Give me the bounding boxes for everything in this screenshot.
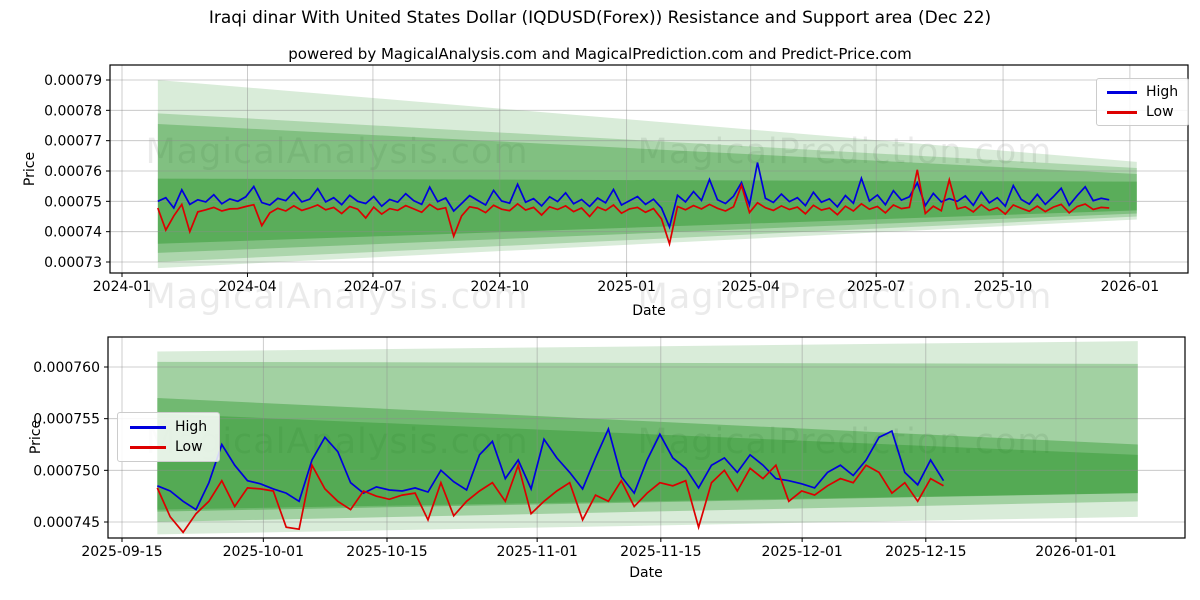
- bottom-chart-ylabel: Price: [28, 419, 44, 455]
- low-line: [157, 169, 1110, 248]
- x-tick-label: 2025-07: [847, 279, 906, 295]
- support-resistance-bands: [157, 80, 1137, 269]
- support-resistance-bands: [157, 341, 1138, 535]
- y-tick-label: 0.00075: [44, 194, 102, 210]
- legend-label-high: High: [175, 419, 208, 435]
- legend-label-low: Low: [1146, 104, 1174, 120]
- x-tick-label: 2024-07: [344, 279, 403, 295]
- x-tick-label: 2025-04: [721, 279, 780, 295]
- band-polygon: [157, 413, 1138, 510]
- legend-label-high: High: [1146, 84, 1179, 100]
- top-chart-xlabel: Date: [632, 303, 666, 319]
- low-line-swatch: [130, 445, 166, 449]
- legend-entry-high: High: [1107, 85, 1178, 99]
- legend-label-low: Low: [175, 439, 203, 455]
- tick-marks: [104, 366, 1077, 542]
- x-tick-label: 2025-10-01: [223, 544, 304, 560]
- high-line: [156, 426, 945, 511]
- x-tick-label: 2024-10: [471, 279, 530, 295]
- plot-border: [109, 64, 1189, 274]
- y-tick-label: 0.00074: [44, 225, 102, 241]
- watermark-prediction: MagicalPrediction.com: [637, 132, 1053, 172]
- figure-title: Iraqi dinar With United States Dollar (I…: [208, 8, 992, 28]
- y-tick-label: 0.00079: [44, 73, 102, 89]
- watermark-prediction: MagicalPrediction.com: [637, 422, 1053, 462]
- y-tick-label: 0.000755: [33, 412, 100, 428]
- x-tick-label: 2025-09-15: [81, 544, 162, 560]
- watermark-analysis: MagicalAnalysis.com: [145, 132, 529, 172]
- low-line-swatch: [1107, 110, 1137, 114]
- y-tick-label: 0.00077: [44, 134, 102, 150]
- x-tick-label: 2026-01: [1101, 279, 1160, 295]
- high-line: [157, 162, 1110, 230]
- watermark-prediction: MagicalPrediction.com: [637, 277, 1053, 317]
- high-line-swatch: [1107, 90, 1137, 94]
- legend-entry-low: Low: [130, 440, 207, 454]
- x-tick-label: 2025-10: [974, 279, 1033, 295]
- bottom-chart-legend: High Low: [117, 412, 221, 462]
- band-polygon: [157, 123, 1137, 253]
- bottom-chart-xlabel: Date: [629, 565, 663, 581]
- top-chart-ylabel: Price: [22, 151, 38, 187]
- tick-labels: 2024-01 2024-04 2024-07 2024-10 2025-01 2025-…: [44, 73, 1159, 295]
- top-chart-legend: High Low: [1096, 78, 1190, 126]
- x-tick-label: 2025-12-01: [761, 544, 842, 560]
- band-polygon: [157, 361, 1138, 522]
- x-tick-label: 2025-12-15: [885, 544, 966, 560]
- legend-entry-low: Low: [1107, 105, 1178, 119]
- x-tick-label: 2025-11-01: [496, 544, 577, 560]
- watermark-analysis: MagicalAnalysis.com: [145, 277, 529, 317]
- y-tick-label: 0.00078: [44, 103, 102, 119]
- y-tick-label: 0.000745: [33, 515, 100, 531]
- tick-marks: [106, 79, 1131, 277]
- high-line-swatch: [130, 425, 166, 429]
- band-polygon: [157, 113, 1137, 262]
- legend-entry-high: High: [130, 420, 207, 434]
- x-tick-label: 2024-04: [218, 279, 277, 295]
- y-tick-label: 0.000750: [33, 463, 100, 479]
- y-tick-label: 0.000760: [33, 360, 100, 376]
- x-tick-label: 2024-01: [93, 279, 152, 295]
- y-tick-label: 0.00076: [44, 164, 102, 180]
- grid: [108, 337, 1185, 538]
- grid: [110, 65, 1188, 273]
- band-polygon: [157, 341, 1138, 535]
- band-polygon: [157, 397, 1138, 512]
- x-tick-label: 2025-01: [597, 279, 656, 295]
- band-polygon: [157, 80, 1137, 269]
- figure-subtitle: powered by MagicalAnalysis.com and Magic…: [288, 45, 912, 63]
- x-tick-label: 2025-10-15: [346, 544, 427, 560]
- y-tick-label: 0.00073: [44, 255, 102, 271]
- x-tick-label: 2025-11-15: [620, 544, 701, 560]
- low-line: [156, 462, 944, 534]
- x-tick-label: 2026-01-01: [1035, 544, 1116, 560]
- plot-border: [107, 336, 1186, 539]
- tick-labels: 2025-09-15 2025-10-01 2025-10-15 2025-11-01…: [33, 360, 1116, 560]
